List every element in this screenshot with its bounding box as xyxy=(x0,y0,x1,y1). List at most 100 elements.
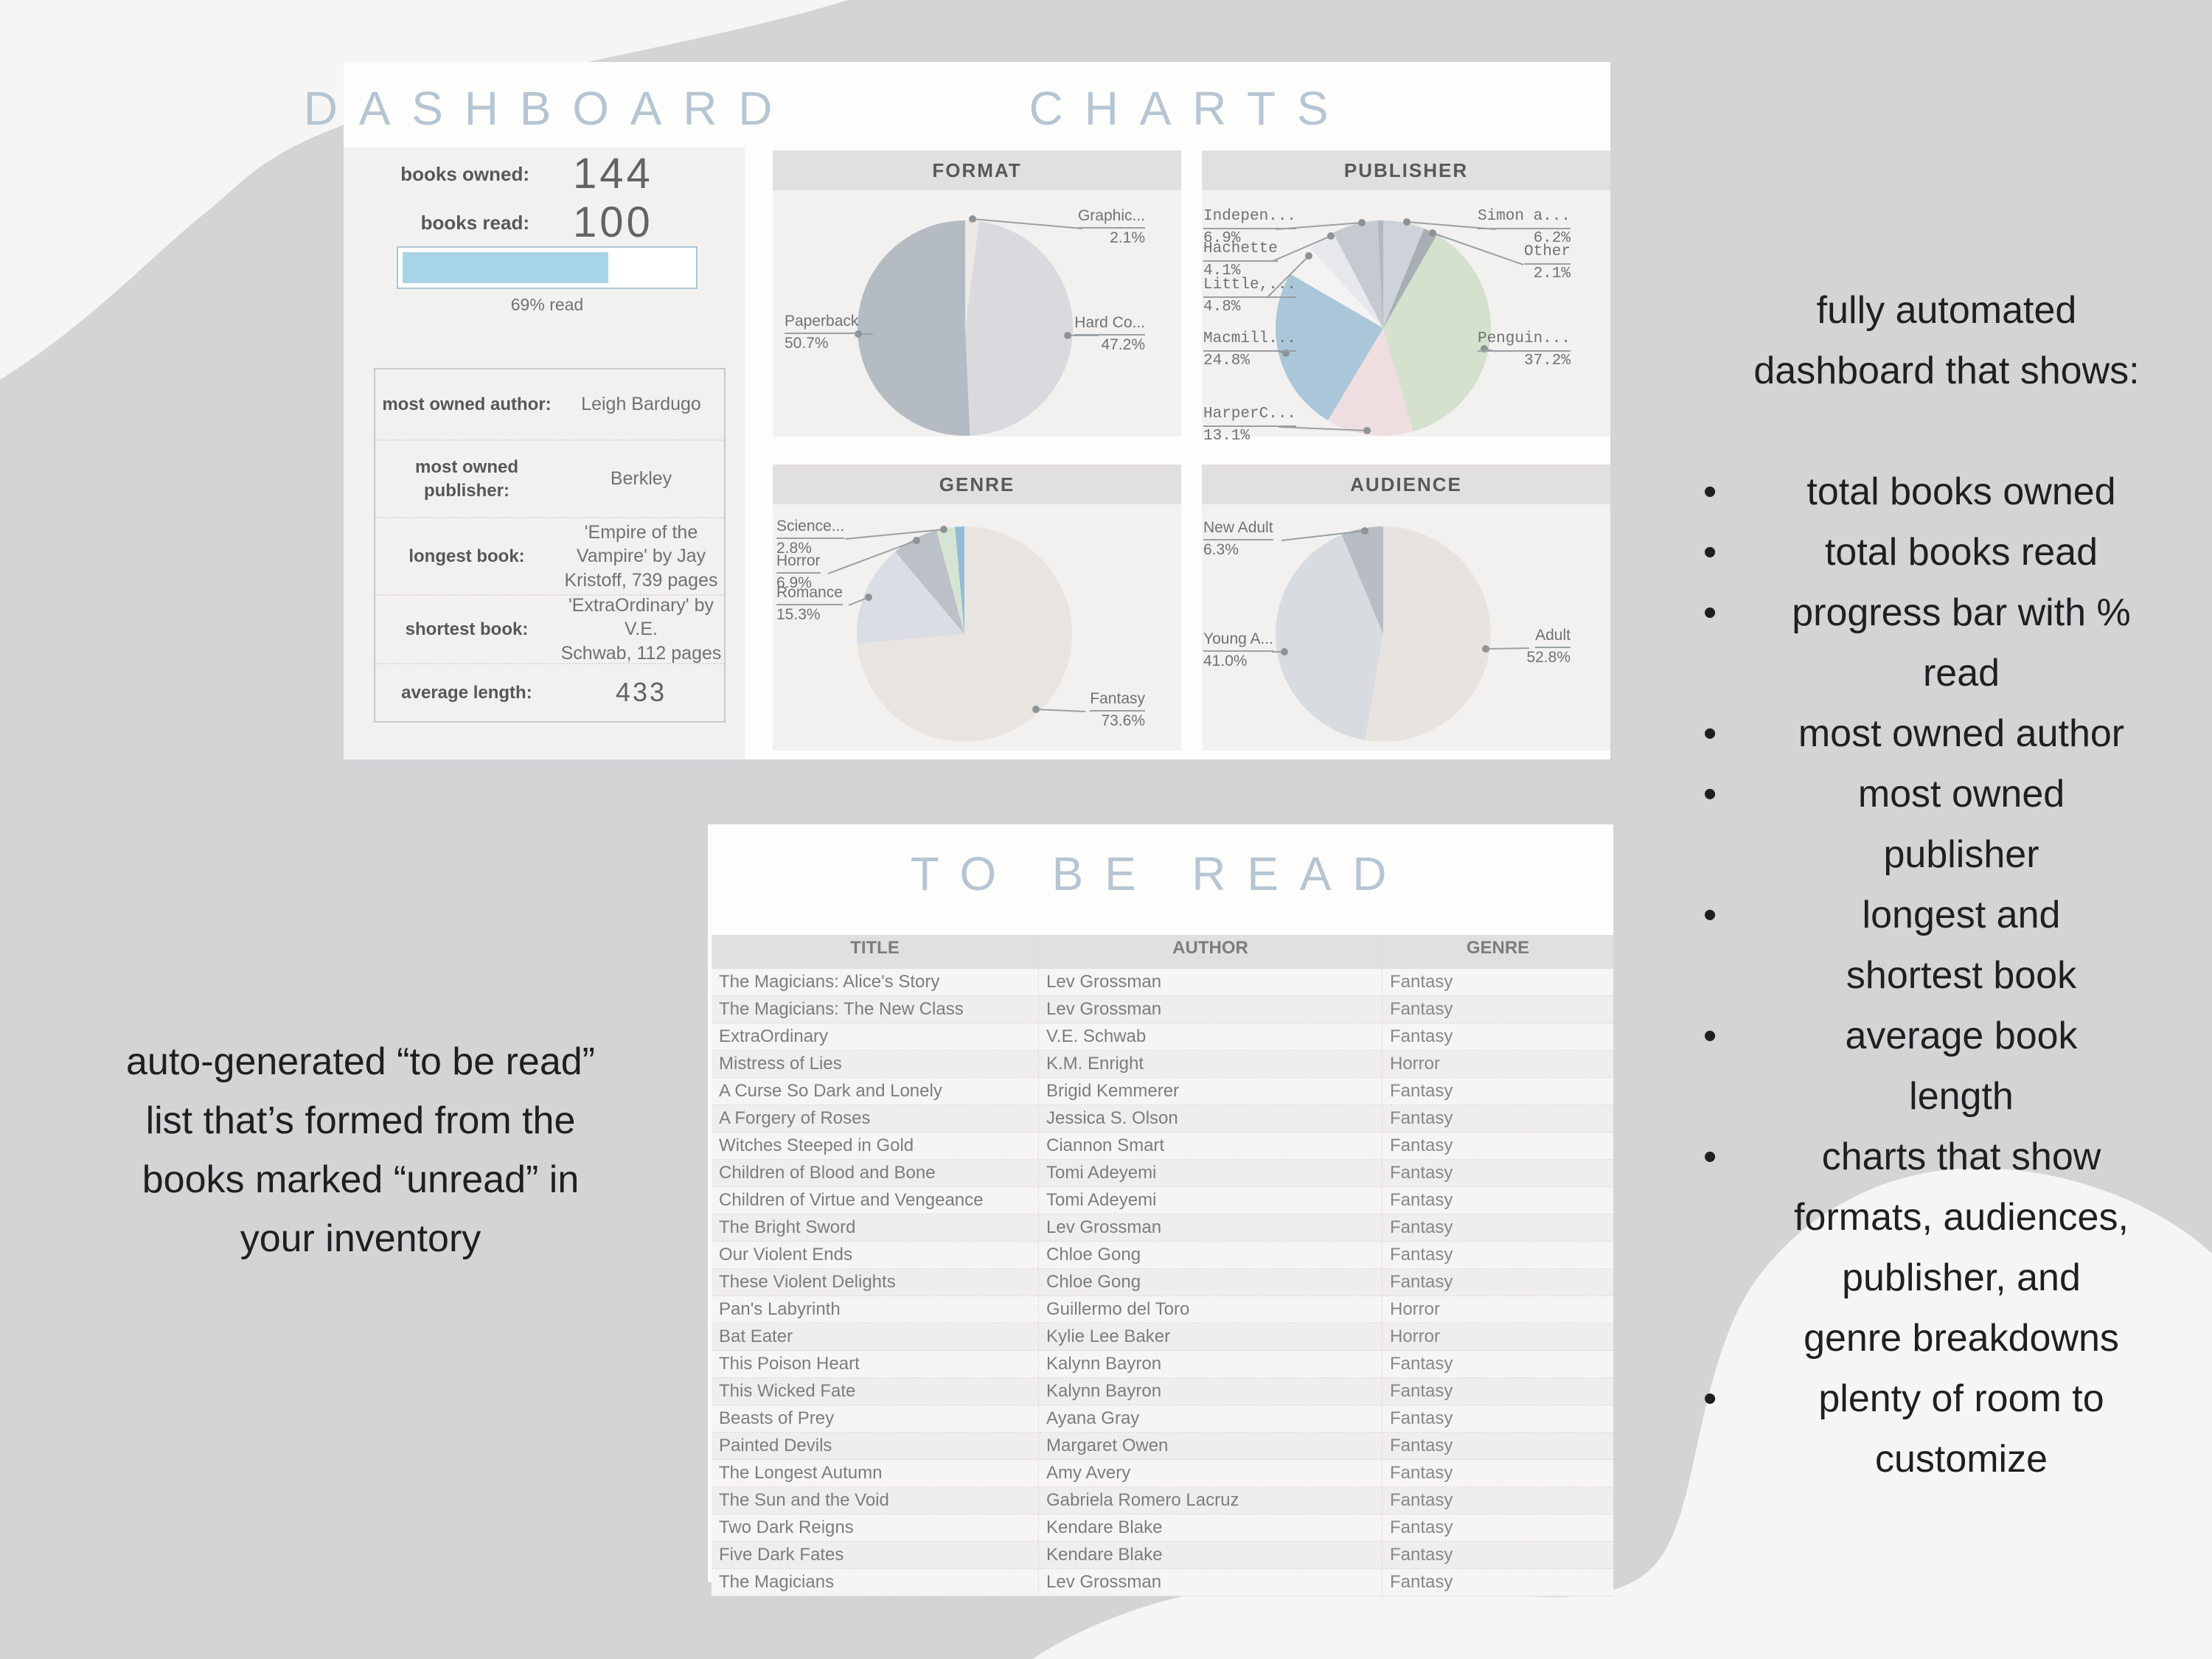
tbr-table: TITLE AUTHOR GENRE The Magicians: Alice's … xyxy=(712,935,1613,1596)
tbr-cell-genre: Fantasy xyxy=(1390,1245,1453,1265)
stats-row-label: most owned publisher: xyxy=(414,457,518,501)
right-annotation-heading: fully automated dashboard that shows: xyxy=(1753,289,2140,392)
tbr-cell-author: Brigid Kemmerer xyxy=(1039,1078,1382,1105)
pie-label-pct: 73.6% xyxy=(1101,712,1145,729)
pie-label-genre: Fantasy 73.6% xyxy=(1090,689,1145,731)
pie-label-publisher: Little,... 4.8% xyxy=(1203,276,1297,317)
tbr-cell-author: Gabriela Romero Lacruz xyxy=(1039,1487,1382,1514)
pie-label-name: Penguin... xyxy=(1477,330,1571,352)
pie-label-publisher: Simon a... 6.2% xyxy=(1477,207,1571,248)
tbr-row: Our Violent Ends Chloe Gong Fantasy xyxy=(712,1242,1613,1269)
tbr-row: This Poison Heart Kalynn Bayron Fantasy xyxy=(712,1351,1613,1378)
stats-row-value: 'ExtraOrdinary' by V.E. Schwab, 112 page… xyxy=(560,594,722,664)
pie-label-publisher: HarperC... 13.1% xyxy=(1203,405,1297,446)
pie-label-publisher: Other 2.1% xyxy=(1523,243,1571,284)
tbr-column-header-genre: GENRE xyxy=(1466,938,1530,958)
pie-label-name: Hachette xyxy=(1203,240,1278,262)
tbr-cell-genre: Fantasy xyxy=(1390,1217,1453,1237)
tbr-cell-genre: Fantasy xyxy=(1390,1026,1453,1046)
stats-row-value: 'Empire of the Vampire' by Jay Kristoff,… xyxy=(564,521,718,591)
tbr-cell-author: Lev Grossman xyxy=(1039,969,1382,995)
stats-row-label: shortest book: xyxy=(405,619,529,639)
pie-label-publisher: Penguin... 37.2% xyxy=(1477,330,1571,371)
tbr-cell-title: Pan's Labyrinth xyxy=(712,1296,1039,1323)
pie-label-pct: 6.9% xyxy=(776,574,812,591)
pie-genre xyxy=(857,526,1072,742)
pie-label-pct: 24.8% xyxy=(1203,352,1251,369)
pie-label-name: Other xyxy=(1523,243,1571,265)
pie-label-genre: Science... 2.8% xyxy=(776,517,845,558)
tbr-cell-genre: Horror xyxy=(1390,1299,1441,1319)
tbr-column-header-title: TITLE xyxy=(712,935,1039,969)
progress-caption: 69% read xyxy=(510,295,584,314)
pie-label-genre: Romance 15.3% xyxy=(776,583,843,625)
tbr-cell-genre: Fantasy xyxy=(1390,1490,1453,1510)
left-annotation: auto-generated “to be read” list that’s … xyxy=(126,1040,595,1260)
tbr-cell-genre: Fantasy xyxy=(1390,1163,1453,1183)
tbr-cell-author: Chloe Gong xyxy=(1039,1242,1382,1268)
stats-row-value: 433 xyxy=(615,677,667,708)
tbr-row: Witches Steeped in Gold Ciannon Smart Fant… xyxy=(712,1133,1613,1160)
tbr-row: Mistress of Lies K.M. Enright Horror xyxy=(712,1051,1613,1078)
tbr-cell-author: Kendare Blake xyxy=(1039,1514,1382,1541)
tbr-cell-genre: Fantasy xyxy=(1390,1108,1453,1128)
tbr-cell-genre: Fantasy xyxy=(1390,1545,1453,1565)
tbr-cell-author: V.E. Schwab xyxy=(1039,1023,1382,1050)
dashboard-panel: DASHBOARD CHARTS books owned: 144 books … xyxy=(304,62,1610,759)
tbr-cell-title: A Forgery of Roses xyxy=(712,1105,1039,1132)
tbr-cell-title: Two Dark Reigns xyxy=(712,1514,1039,1541)
tbr-row: The Bright Sword Lev Grossman Fantasy xyxy=(712,1214,1613,1242)
pie-label-pct: 6.9% xyxy=(1203,230,1241,247)
tbr-row: This Wicked Fate Kalynn Bayron Fantasy xyxy=(712,1378,1613,1405)
tbr-cell-author: Tomi Adeyemi xyxy=(1039,1187,1382,1214)
tbr-cell-author: Amy Avery xyxy=(1039,1460,1382,1486)
tbr-cell-title: Bat Eater xyxy=(712,1324,1039,1350)
tbr-cell-genre: Horror xyxy=(1390,1326,1441,1346)
stats-row-value: Leigh Bardugo xyxy=(581,394,701,415)
tbr-row: These Violent Delights Chloe Gong Fantasy xyxy=(712,1269,1613,1296)
tbr-cell-title: The Magicians: The New Class xyxy=(712,996,1039,1023)
tbr-cell-genre: Fantasy xyxy=(1390,1572,1453,1592)
pie-label-format: Hard Co... 47.2% xyxy=(1074,313,1145,355)
tbr-cell-genre: Fantasy xyxy=(1390,1517,1453,1537)
pie-label-pct: 50.7% xyxy=(785,335,829,352)
pie-label-name: Indepen... xyxy=(1203,207,1297,229)
stats-row: average length: 433 xyxy=(375,663,724,721)
books-owned-label: books owned: xyxy=(400,163,529,185)
tbr-cell-author: Chloe Gong xyxy=(1039,1269,1382,1295)
stats-row-label: longest book: xyxy=(408,546,525,566)
tbr-row: The Magicians: Alice's Story Lev Grossman… xyxy=(712,969,1613,996)
tbr-cell-genre: Fantasy xyxy=(1390,1190,1453,1210)
right-annotation-bullet: total books read xyxy=(1696,522,2197,582)
right-annotation-bullet: total books owned xyxy=(1696,462,2197,522)
tbr-cell-title: A Curse So Dark and Lonely xyxy=(712,1078,1039,1105)
stats-detail-table: most owned author: Leigh Bardugo most owne… xyxy=(374,368,726,723)
pie-label-audience: Adult 52.8% xyxy=(1526,626,1571,667)
pie-label-name: Fantasy xyxy=(1090,689,1145,712)
pie-label-name: Paperback xyxy=(785,312,859,334)
tbr-table-body: The Magicians: Alice's Story Lev Grossman… xyxy=(712,969,1613,1596)
tbr-cell-title: Mistress of Lies xyxy=(712,1051,1039,1077)
tbr-cell-title: The Magicians xyxy=(712,1569,1039,1596)
tbr-row: The Magicians: The New Class Lev Grossman… xyxy=(712,996,1613,1023)
chart-title-format: FORMAT xyxy=(773,150,1181,190)
pie-label-name: New Adult xyxy=(1203,518,1273,540)
right-annotation-bullet: most owned author xyxy=(1696,703,2197,764)
tbr-row: A Forgery of Roses Jessica S. Olson Fantas… xyxy=(712,1105,1613,1133)
stats-row-value: Berkley xyxy=(610,468,672,490)
pie-format xyxy=(858,220,1073,436)
stats-row: longest book: 'Empire of the Vampire' by … xyxy=(375,517,724,594)
tbr-cell-title: Five Dark Fates xyxy=(712,1542,1039,1568)
chart-title-publisher: PUBLISHER xyxy=(1202,150,1610,190)
tbr-cell-title: The Longest Autumn xyxy=(712,1460,1039,1486)
tbr-row: Five Dark Fates Kendare Blake Fantasy xyxy=(712,1542,1613,1569)
books-read-label: books read: xyxy=(420,212,529,234)
tbr-cell-author: Ciannon Smart xyxy=(1039,1133,1382,1159)
tbr-cell-title: Children of Virtue and Vengeance xyxy=(712,1187,1039,1214)
right-annotation-bullet: plenty of room to customize xyxy=(1696,1368,2197,1489)
pie-label-format: Graphic... 2.1% xyxy=(1077,206,1145,248)
tbr-cell-title: The Bright Sword xyxy=(712,1214,1039,1241)
pie-label-name: Romance xyxy=(776,583,843,605)
tbr-row: The Longest Autumn Amy Avery Fantasy xyxy=(712,1460,1613,1487)
